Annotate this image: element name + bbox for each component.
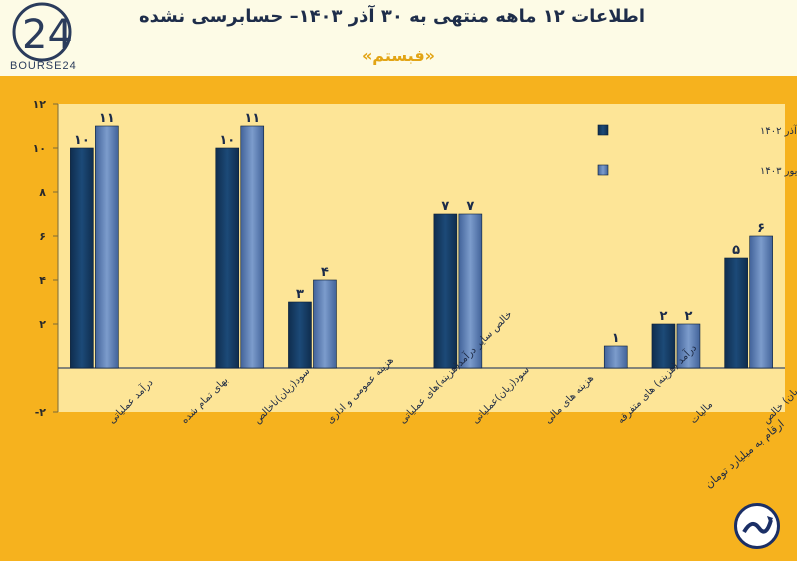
bar-data-label: ۶ xyxy=(757,221,765,236)
bar-series-2 xyxy=(240,125,265,369)
legend-label: عملکرد منتهی به آذر ۱۴۰۲ xyxy=(760,124,797,137)
bar-series-1 xyxy=(288,301,312,369)
bar-data-label: ۱۱ xyxy=(244,111,260,126)
legend: عملکرد منتهی به آذر ۱۴۰۲ عملکرد منتهی به … xyxy=(597,124,797,177)
bar-series-1 xyxy=(724,257,748,369)
y-tick-label: ۴ xyxy=(39,274,46,287)
bar-data-label: ۷ xyxy=(441,199,449,214)
bar-series-1-zero xyxy=(579,367,603,369)
chart-subtitle: «فبستم» xyxy=(361,46,436,65)
bar-series-1-zero xyxy=(506,367,530,369)
bar-series-1 xyxy=(433,213,458,369)
bar-series-2 xyxy=(676,323,701,369)
bar-data-label: ۳ xyxy=(296,287,304,302)
header: 24 BOURSE24 اطلاعات ۱۲ ماهه منتهی به ۳۰ … xyxy=(0,0,797,76)
bar-data-label: ۵ xyxy=(732,243,740,258)
bar-series-1 xyxy=(215,147,240,369)
logo-text: BOURSE24 xyxy=(10,60,77,72)
y-tick-label: -۲ xyxy=(35,406,47,419)
bourse24-badge-icon xyxy=(734,503,780,549)
bar-series-2 xyxy=(313,279,337,369)
bar-data-label: ۱ xyxy=(612,331,620,346)
bar-series-2 xyxy=(749,235,773,369)
y-tick-label: ۱۲ xyxy=(33,98,47,111)
legend-swatch-series-2 xyxy=(597,164,609,176)
bars: ۱۰ ۱۰ ۳ ۷ ۲ ۵ ۱۱ ۱۱ ۴ ۷ ۱ ۲ ۶ xyxy=(70,111,773,369)
bar-data-label: ۴ xyxy=(321,265,329,280)
bar-series-1-zero xyxy=(361,367,385,369)
legend-label: عملکرد منتهی به شهریور ۱۴۰۳ xyxy=(760,166,797,177)
bar-data-label: ۱۰ xyxy=(74,133,90,148)
y-tick-label: ۸ xyxy=(39,186,46,199)
logo-mark-icon: 24 xyxy=(12,2,73,62)
bar-series-2-zero xyxy=(386,367,410,369)
y-tick-label: ۲ xyxy=(39,318,46,331)
bar-data-label: ۲ xyxy=(684,309,692,324)
bar-data-label: ۱۰ xyxy=(219,133,235,148)
y-tick-label: ۱۰ xyxy=(33,142,46,155)
bar-data-label: ۱۱ xyxy=(99,111,115,126)
bourse24-logo: 24 xyxy=(8,2,92,74)
bar-data-label: ۲ xyxy=(659,309,667,324)
bar-series-1-zero xyxy=(143,367,167,369)
bar-series-2-zero xyxy=(168,367,192,369)
bar-series-1 xyxy=(651,323,676,369)
logo-mark-text: 24 xyxy=(22,12,73,58)
legend-swatch-series-1 xyxy=(597,124,609,136)
y-tick-label: ۶ xyxy=(39,230,46,243)
bar-series-1 xyxy=(70,147,94,369)
trend-arrow-icon xyxy=(742,516,773,534)
bar-series-2 xyxy=(603,345,628,369)
bar-series-2 xyxy=(458,213,483,369)
bar-series-2 xyxy=(95,125,119,369)
bar-data-label: ۷ xyxy=(466,199,474,214)
bar-series-2-zero xyxy=(531,367,555,369)
chart-title: اطلاعات ۱۲ ماهه منتهی به ۳۰ آذر ۱۴۰۳– حس… xyxy=(139,6,645,27)
